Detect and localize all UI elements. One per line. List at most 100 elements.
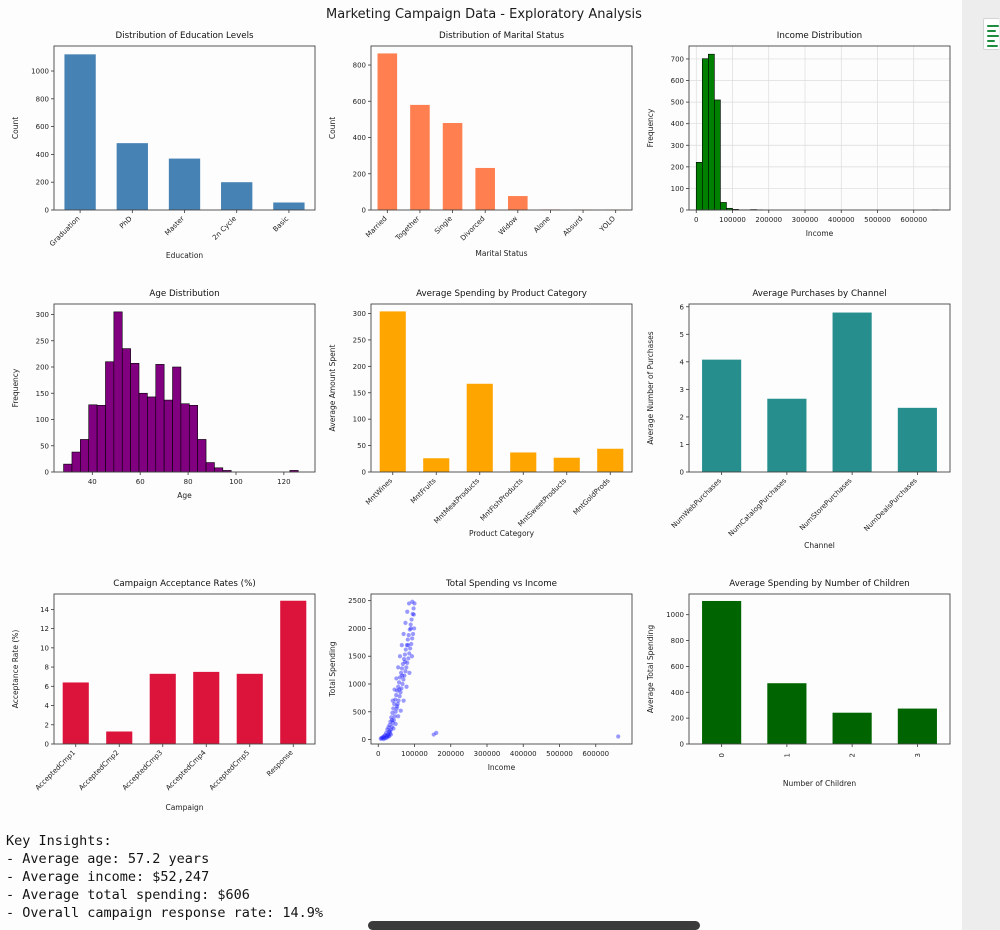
svg-text:100: 100 bbox=[229, 478, 242, 486]
chart-spending-by-children: 0 1 2 3 0 200 400 600 800 1000 Average Spending by… bbox=[643, 574, 960, 824]
svg-text:0: 0 bbox=[376, 750, 380, 758]
svg-text:PhD: PhD bbox=[118, 215, 134, 231]
svg-text:Average Purchases by Channel: Average Purchases by Channel bbox=[752, 289, 886, 299]
svg-text:300000: 300000 bbox=[474, 750, 501, 758]
svg-text:10: 10 bbox=[40, 644, 49, 652]
svg-text:0: 0 bbox=[45, 741, 49, 749]
svg-text:200: 200 bbox=[353, 170, 366, 178]
svg-text:Distribution of Education Leve: Distribution of Education Levels bbox=[115, 31, 254, 41]
svg-text:2: 2 bbox=[679, 413, 683, 421]
svg-text:Average Number of Purchases: Average Number of Purchases bbox=[646, 331, 655, 444]
svg-text:MntFruits: MntFruits bbox=[409, 477, 438, 506]
svg-text:6: 6 bbox=[45, 683, 50, 691]
svg-text:500: 500 bbox=[670, 99, 683, 107]
svg-text:400: 400 bbox=[36, 151, 49, 159]
svg-text:2000: 2000 bbox=[349, 625, 367, 633]
svg-text:0: 0 bbox=[679, 207, 683, 215]
svg-text:1: 1 bbox=[783, 753, 791, 757]
svg-text:0: 0 bbox=[362, 207, 366, 215]
svg-text:300: 300 bbox=[36, 311, 49, 319]
svg-text:Income Distribution: Income Distribution bbox=[776, 31, 861, 41]
svg-text:400: 400 bbox=[670, 689, 683, 697]
svg-text:300: 300 bbox=[670, 142, 683, 150]
svg-text:5: 5 bbox=[679, 331, 683, 339]
svg-text:0: 0 bbox=[362, 736, 366, 744]
svg-text:200000: 200000 bbox=[755, 216, 782, 224]
svg-text:600: 600 bbox=[670, 77, 683, 85]
svg-text:400000: 400000 bbox=[510, 750, 537, 758]
svg-text:400: 400 bbox=[353, 134, 366, 142]
svg-text:500000: 500000 bbox=[864, 216, 891, 224]
svg-text:AcceptedCmp3: AcceptedCmp3 bbox=[121, 749, 164, 792]
svg-text:Age Distribution: Age Distribution bbox=[149, 289, 219, 299]
svg-text:Number of Children: Number of Children bbox=[782, 779, 856, 788]
svg-text:0: 0 bbox=[718, 753, 726, 757]
chart-grid: Graduation PhD Master 2n Cycle Basic 0 200 400 6… bbox=[8, 26, 960, 824]
window-edge-strip bbox=[962, 0, 1000, 930]
svg-text:400000: 400000 bbox=[828, 216, 855, 224]
svg-text:NumCatalogPurchases: NumCatalogPurchases bbox=[727, 477, 789, 539]
svg-text:100000: 100000 bbox=[401, 750, 428, 758]
figure-title: Marketing Campaign Data - Exploratory An… bbox=[326, 7, 642, 22]
svg-text:1500: 1500 bbox=[349, 653, 367, 661]
svg-text:Single: Single bbox=[433, 215, 454, 236]
svg-text:Count: Count bbox=[328, 117, 337, 139]
svg-text:2n Cycle: 2n Cycle bbox=[211, 215, 238, 242]
svg-text:8: 8 bbox=[45, 664, 49, 672]
chart-purchases-by-channel: NumWebPurchases NumCatalogPurchases NumSto… bbox=[643, 284, 960, 556]
svg-text:MntWines: MntWines bbox=[365, 477, 395, 507]
svg-text:NumWebPurchases: NumWebPurchases bbox=[670, 477, 723, 530]
svg-text:Average Amount Spent: Average Amount Spent bbox=[328, 345, 337, 432]
svg-text:0: 0 bbox=[45, 469, 49, 477]
svg-text:150: 150 bbox=[36, 390, 49, 398]
svg-text:200: 200 bbox=[36, 179, 49, 187]
svg-text:800: 800 bbox=[670, 637, 683, 645]
svg-text:1000: 1000 bbox=[31, 68, 49, 76]
svg-text:Graduation: Graduation bbox=[48, 215, 81, 248]
svg-text:60: 60 bbox=[136, 478, 145, 486]
insight-line: - Overall campaign response rate: 14.9% bbox=[6, 905, 323, 921]
svg-text:Campaign: Campaign bbox=[165, 803, 203, 812]
chart-education-levels: Graduation PhD Master 2n Cycle Basic 0 200 400 6… bbox=[8, 26, 325, 266]
svg-text:Income: Income bbox=[488, 763, 516, 772]
svg-text:250: 250 bbox=[36, 337, 49, 345]
svg-text:AcceptedCmp2: AcceptedCmp2 bbox=[77, 749, 120, 792]
horizontal-scrollbar-thumb[interactable] bbox=[368, 921, 700, 930]
svg-text:Alone: Alone bbox=[533, 215, 553, 235]
key-insights-block: Key Insights: - Average age: 57.2 years … bbox=[6, 832, 323, 922]
svg-text:0: 0 bbox=[679, 469, 683, 477]
insight-line: - Average age: 57.2 years bbox=[6, 851, 210, 867]
svg-text:Total Spending vs Income: Total Spending vs Income bbox=[445, 579, 557, 589]
svg-text:Together: Together bbox=[394, 215, 422, 243]
svg-text:600: 600 bbox=[353, 98, 366, 106]
spreadsheet-icon-line bbox=[987, 35, 999, 37]
svg-text:120: 120 bbox=[277, 478, 290, 486]
spreadsheet-icon-line bbox=[987, 40, 995, 42]
svg-text:2: 2 bbox=[45, 721, 49, 729]
svg-text:Marital Status: Marital Status bbox=[476, 249, 528, 258]
svg-text:400: 400 bbox=[670, 120, 683, 128]
svg-text:1: 1 bbox=[679, 441, 683, 449]
svg-text:500: 500 bbox=[353, 708, 366, 716]
svg-text:200000: 200000 bbox=[438, 750, 465, 758]
svg-text:Age: Age bbox=[177, 491, 192, 500]
svg-text:Married: Married bbox=[365, 215, 390, 240]
svg-text:AcceptedCmp4: AcceptedCmp4 bbox=[164, 748, 208, 792]
chart-income-distribution: 0 100000 200000 300000 400000 500000 600000 0 10… bbox=[643, 26, 960, 266]
svg-text:MntMeatProducts: MntMeatProducts bbox=[433, 477, 482, 526]
spreadsheet-icon-line bbox=[987, 45, 998, 47]
svg-text:0: 0 bbox=[694, 216, 698, 224]
svg-text:NumStorePurchases: NumStorePurchases bbox=[798, 477, 854, 533]
spreadsheet-icon[interactable] bbox=[983, 18, 999, 50]
svg-text:1000: 1000 bbox=[666, 611, 684, 619]
chart-campaign-acceptance: AcceptedCmp1 AcceptedCmp2 AcceptedCmp3 Acce… bbox=[8, 574, 325, 824]
svg-text:100: 100 bbox=[670, 185, 683, 193]
svg-text:MntSweetProducts: MntSweetProducts bbox=[517, 477, 569, 529]
svg-text:Basic: Basic bbox=[272, 215, 291, 234]
svg-text:Frequency: Frequency bbox=[11, 368, 20, 407]
svg-text:2500: 2500 bbox=[349, 597, 367, 605]
svg-text:800: 800 bbox=[353, 62, 366, 70]
svg-text:Distribution of Marital Status: Distribution of Marital Status bbox=[439, 31, 564, 41]
svg-text:200: 200 bbox=[353, 363, 366, 371]
